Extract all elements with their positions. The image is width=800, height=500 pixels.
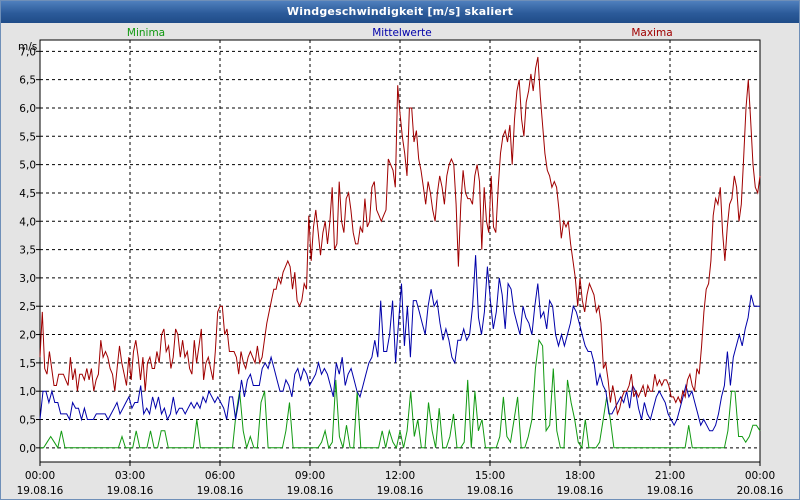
x-tick-time: 00:00 bbox=[25, 470, 55, 482]
x-tick-date: 19.08.16 bbox=[17, 485, 64, 497]
x-tick-time: 06:00 bbox=[205, 470, 235, 482]
x-tick-time: 21:00 bbox=[655, 470, 685, 482]
y-tick-label: 1,5 bbox=[19, 358, 36, 370]
x-tick-date: 19.08.16 bbox=[197, 485, 244, 497]
y-tick-label: 4,0 bbox=[19, 216, 36, 228]
legend-maxima: Maxima bbox=[631, 27, 672, 39]
y-tick-label: 2,0 bbox=[19, 330, 36, 342]
x-tick-time: 18:00 bbox=[565, 470, 595, 482]
y-tick-label: 6,5 bbox=[19, 75, 36, 87]
y-tick-label: 2,5 bbox=[19, 301, 36, 313]
legend-minima: Minima bbox=[127, 27, 165, 39]
series-line-maxima bbox=[39, 56, 761, 416]
y-axis: 0,0 0,5 1,0 1,5 2,0 2,5 3,0 3,5 4,0 4,5 5,0 5,5 6,0 6… bbox=[19, 46, 40, 455]
x-tick-date: 20.08.16 bbox=[737, 485, 784, 497]
x-tick-date: 19.08.16 bbox=[377, 485, 424, 497]
y-axis-unit: m/s bbox=[18, 41, 37, 53]
x-tick-time: 00:00 bbox=[745, 470, 775, 482]
x-tick-time: 09:00 bbox=[295, 470, 325, 482]
series-line-minima bbox=[40, 338, 761, 450]
series-line-mittelwerte bbox=[39, 255, 760, 432]
y-tick-label: 3,0 bbox=[19, 273, 36, 285]
chart-title: Windgeschwindigkeit [m/s] skaliert bbox=[1, 1, 799, 23]
y-tick-label: 4,5 bbox=[19, 188, 36, 200]
x-tick-time: 15:00 bbox=[475, 470, 505, 482]
x-tick-date: 19.08.16 bbox=[557, 485, 604, 497]
y-tick-label: 1,0 bbox=[19, 386, 36, 398]
y-tick-label: 7,0 bbox=[19, 46, 36, 58]
x-tick-time: 03:00 bbox=[115, 470, 145, 482]
series-group bbox=[39, 56, 761, 450]
x-tick-time: 12:00 bbox=[385, 470, 415, 482]
y-tick-label: 6,0 bbox=[19, 103, 36, 115]
y-tick-label: 0,0 bbox=[19, 443, 36, 455]
y-tick-label: 5,5 bbox=[19, 131, 36, 143]
x-tick-date: 19.08.16 bbox=[647, 485, 694, 497]
x-tick-date: 19.08.16 bbox=[467, 485, 514, 497]
y-tick-label: 3,5 bbox=[19, 245, 36, 257]
legend-mittelwerte: Mittelwerte bbox=[372, 27, 432, 39]
y-tick-label: 5,0 bbox=[19, 160, 36, 172]
x-tick-date: 19.08.16 bbox=[287, 485, 334, 497]
x-tick-date: 19.08.16 bbox=[107, 485, 154, 497]
x-axis: 00:00 19.08.16 03:00 19.08.16 06:00 19.08.16 0… bbox=[17, 462, 784, 497]
y-tick-label: 0,5 bbox=[19, 415, 36, 427]
